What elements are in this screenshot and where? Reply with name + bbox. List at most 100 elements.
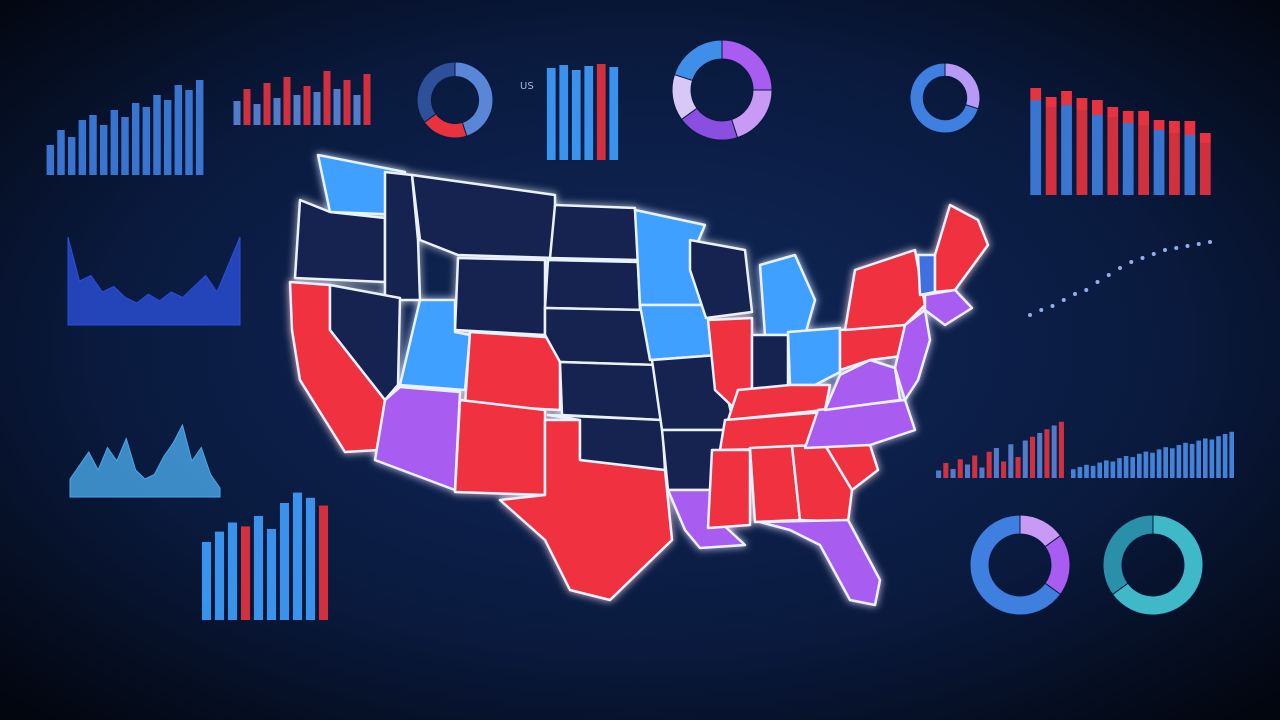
dot <box>1050 304 1055 308</box>
bar <box>1045 107 1057 195</box>
donut-segment <box>1102 514 1154 596</box>
donut-segment <box>673 39 723 82</box>
dot <box>1208 240 1212 244</box>
bar <box>292 492 303 620</box>
bar <box>1122 123 1134 195</box>
bar <box>266 529 277 620</box>
dot <box>1073 292 1077 296</box>
state <box>410 173 557 260</box>
bar <box>1169 133 1180 195</box>
bar <box>253 516 264 620</box>
bar <box>1196 440 1202 478</box>
bar <box>1030 100 1042 195</box>
donut-segment <box>909 62 979 134</box>
bar <box>46 145 55 175</box>
bar-segment <box>1030 88 1042 100</box>
bar <box>1029 436 1036 478</box>
bar <box>240 526 251 620</box>
bar <box>89 115 97 175</box>
us-map <box>288 153 990 607</box>
bar <box>559 65 569 160</box>
bar <box>214 531 225 620</box>
bar <box>131 103 140 175</box>
area <box>69 423 221 498</box>
state <box>543 258 642 312</box>
bar <box>979 467 985 478</box>
state <box>758 253 817 337</box>
bar <box>363 74 371 125</box>
state <box>923 288 974 327</box>
state <box>758 518 882 607</box>
bar <box>936 470 942 478</box>
bar <box>1110 461 1116 478</box>
bar <box>318 505 329 620</box>
state <box>453 256 547 337</box>
bar <box>67 137 76 175</box>
bar <box>201 542 212 620</box>
bar <box>142 107 151 175</box>
dot <box>1084 288 1089 292</box>
bar <box>253 104 261 125</box>
bar-segment <box>1122 111 1134 123</box>
bar <box>1061 105 1072 195</box>
bar <box>950 469 956 478</box>
state <box>373 385 462 492</box>
state <box>383 170 422 302</box>
bar-segment <box>1153 120 1165 130</box>
bar <box>1143 451 1149 478</box>
bar <box>1076 110 1088 195</box>
state <box>453 398 547 497</box>
state <box>916 253 937 297</box>
bar <box>163 100 172 175</box>
bar <box>353 95 361 125</box>
bar <box>227 522 238 620</box>
bar <box>943 463 949 478</box>
donut-segment <box>969 514 1062 616</box>
bar <box>571 70 581 160</box>
bar <box>1222 434 1228 478</box>
bar <box>1117 458 1122 478</box>
state <box>546 413 667 472</box>
bar <box>1189 443 1195 478</box>
state <box>328 283 402 402</box>
bar <box>1153 130 1165 195</box>
bar <box>121 117 129 175</box>
bar <box>323 71 331 125</box>
bar <box>78 120 87 175</box>
bar <box>185 90 193 175</box>
bar <box>993 448 999 478</box>
dot <box>1129 260 1134 264</box>
dot <box>1118 266 1122 270</box>
bar-segment <box>1138 111 1150 125</box>
dot <box>1163 248 1167 252</box>
widget-label: US <box>520 81 534 92</box>
bar <box>99 125 108 175</box>
bar <box>305 497 316 620</box>
state <box>933 203 990 294</box>
bar <box>1150 452 1155 478</box>
bar <box>1216 436 1221 478</box>
bar <box>303 86 311 125</box>
state <box>543 306 657 367</box>
bar <box>1022 440 1028 478</box>
bar-segment <box>1184 121 1196 135</box>
bar <box>343 80 351 125</box>
bar <box>596 64 606 160</box>
bar <box>584 66 594 160</box>
bar <box>1138 125 1150 195</box>
bar <box>1202 438 1208 478</box>
bar <box>1123 456 1129 478</box>
bar <box>1097 462 1103 478</box>
bar <box>986 451 992 478</box>
bar-segment <box>1061 91 1072 105</box>
bar <box>263 83 271 125</box>
bar <box>1008 444 1014 478</box>
dot <box>1106 273 1111 277</box>
bar <box>1091 115 1103 195</box>
bar <box>1107 117 1119 195</box>
bar <box>1090 465 1096 478</box>
bar <box>243 89 251 125</box>
bar <box>57 130 65 175</box>
bar <box>1209 439 1215 478</box>
